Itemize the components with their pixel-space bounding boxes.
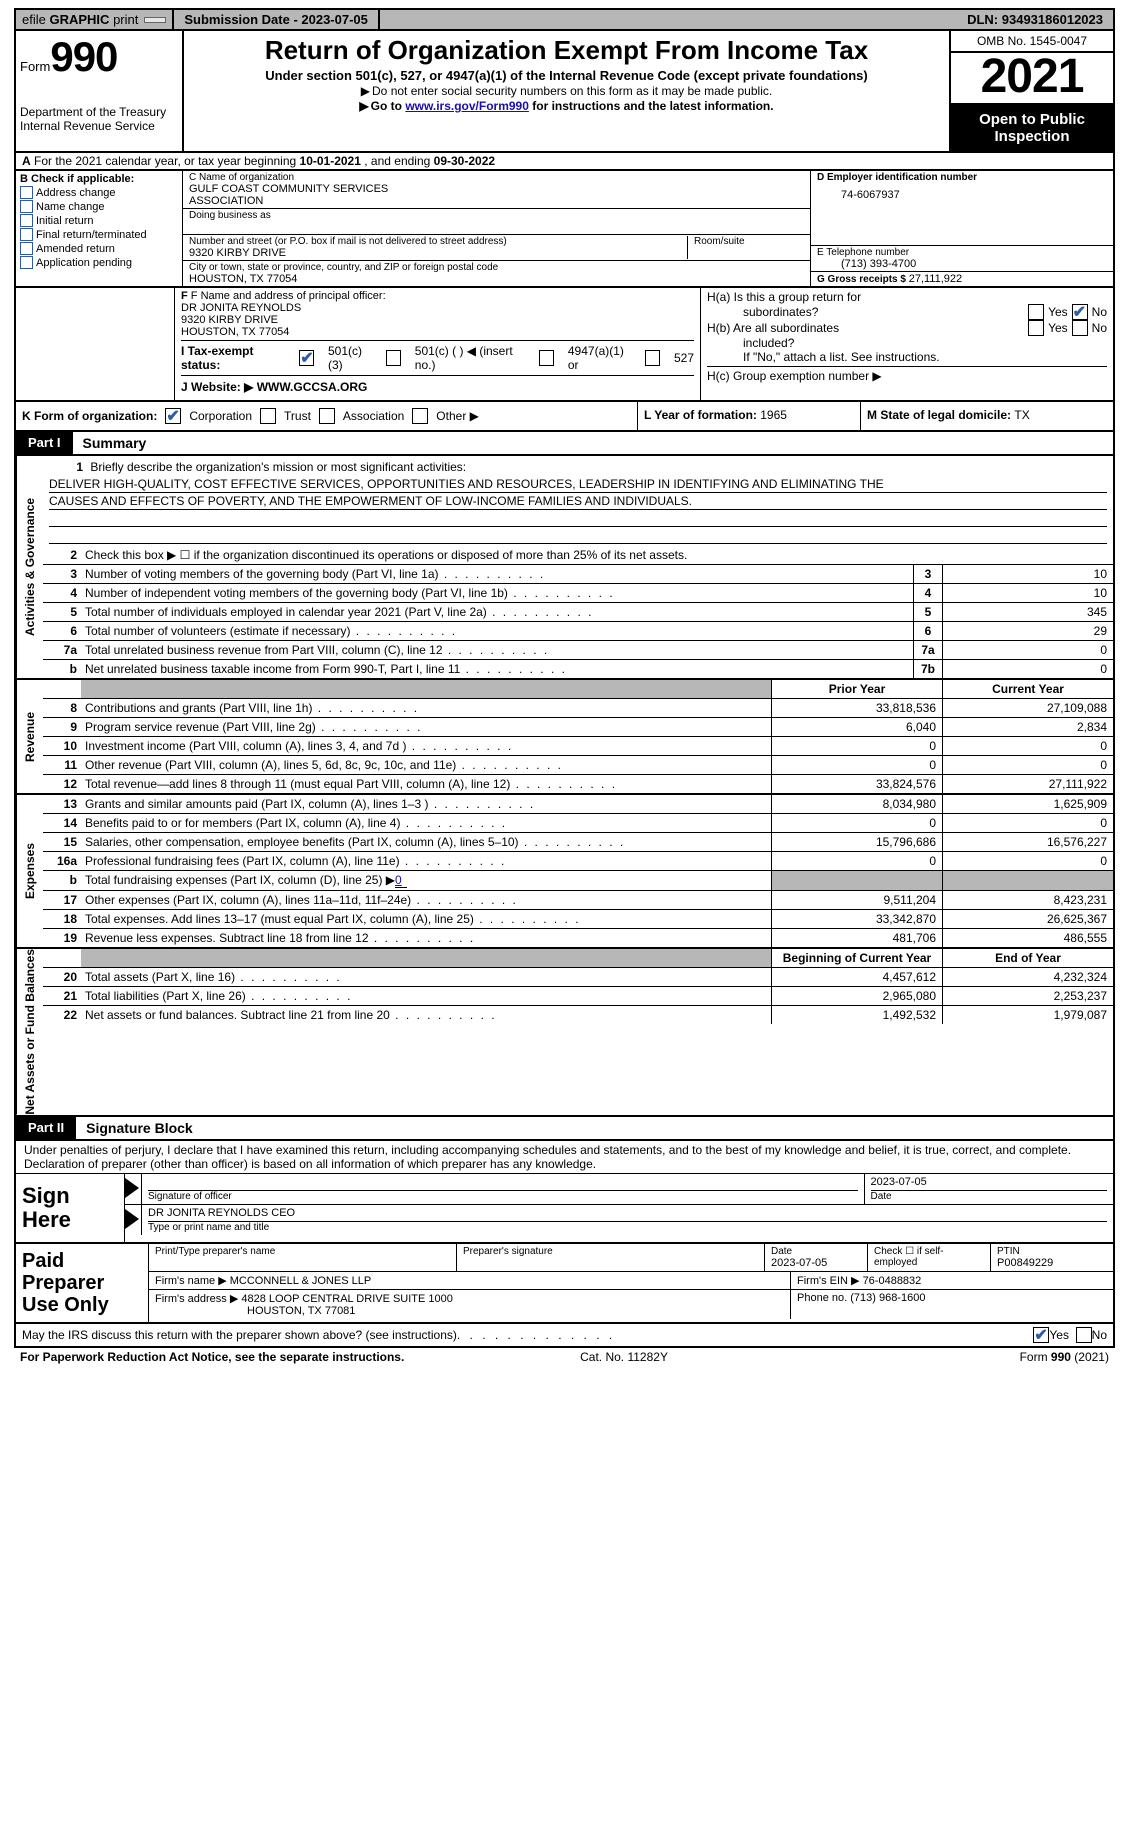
summary-row: 17 Other expenses (Part IX, column (A), … — [43, 891, 1113, 910]
section-f: F F Name and address of principal office… — [175, 288, 701, 400]
summary-row: 6 Total number of volunteers (estimate i… — [43, 622, 1113, 641]
section-c: C Name of organization GULF COAST COMMUN… — [183, 171, 810, 286]
efile-label: efile GRAPHIC print — [16, 10, 144, 29]
sig-arrow-icon — [125, 1174, 141, 1204]
summary-section: Net Assets or Fund Balances Beginning of… — [14, 949, 1115, 1117]
sign-here-label: Sign Here — [16, 1174, 124, 1242]
summary-row: 12 Total revenue—add lines 8 through 11 … — [43, 775, 1113, 793]
chk-final-return[interactable] — [20, 228, 33, 241]
chk-name-change[interactable] — [20, 200, 33, 213]
section-d: D Employer identification number 74-6067… — [810, 171, 1113, 286]
tax-exempt-label: I Tax-exempt status: — [181, 344, 285, 372]
discuss-yes[interactable] — [1033, 1327, 1049, 1343]
section-b: B Check if applicable: Address change Na… — [16, 171, 183, 286]
page-footer: For Paperwork Reduction Act Notice, see … — [14, 1348, 1115, 1366]
penalties-text: Under penalties of perjury, I declare th… — [16, 1141, 1113, 1173]
summary-row: 20 Total assets (Part X, line 16) 4,457,… — [43, 968, 1113, 987]
block-bcd: B Check if applicable: Address change Na… — [14, 171, 1115, 288]
signature-block: Under penalties of perjury, I declare th… — [14, 1141, 1115, 1324]
form-note-ssn: ▶Do not enter social security numbers on… — [190, 84, 943, 98]
block-fh: F F Name and address of principal office… — [14, 288, 1115, 402]
summary-row: 18 Total expenses. Add lines 13–17 (must… — [43, 910, 1113, 929]
irs-link[interactable]: www.irs.gov/Form990 — [405, 99, 529, 113]
chk-amended[interactable] — [20, 242, 33, 255]
col-current: Current Year — [942, 680, 1113, 698]
chk-501c[interactable] — [386, 350, 401, 366]
submission-date: Submission Date - 2023-07-05 — [172, 10, 380, 29]
summary-row: 3 Number of voting members of the govern… — [43, 565, 1113, 584]
summary-section: Expenses13 Grants and similar amounts pa… — [14, 795, 1115, 949]
summary-row: b Total fundraising expenses (Part IX, c… — [43, 871, 1113, 891]
form-title: Return of Organization Exempt From Incom… — [190, 35, 943, 66]
row-j: J Website: ▶ WWW.GCCSA.ORG — [181, 376, 694, 398]
part1-header: Part I Summary — [14, 432, 1115, 456]
section-vlabel: Activities & Governance — [16, 456, 43, 678]
row-klm: K Form of organization: Corporation Trus… — [14, 402, 1115, 432]
ha-no[interactable] — [1072, 304, 1088, 320]
row-a: A For the 2021 calendar year, or tax yea… — [14, 153, 1115, 171]
section-h: H(a) Is this a group return for subordin… — [701, 288, 1113, 400]
summary-row: 7a Total unrelated business revenue from… — [43, 641, 1113, 660]
summary-section: Revenue Prior Year Current Year8 Contrib… — [14, 680, 1115, 795]
section-vlabel: Expenses — [16, 795, 43, 947]
form-subtitle: Under section 501(c), 527, or 4947(a)(1)… — [190, 68, 943, 83]
top-bar: efile GRAPHIC print Submission Date - 20… — [14, 8, 1115, 31]
sig-arrow-icon — [125, 1205, 141, 1235]
summary-row: 11 Other revenue (Part VIII, column (A),… — [43, 756, 1113, 775]
irs-discuss-row: May the IRS discuss this return with the… — [14, 1324, 1115, 1348]
chk-address-change[interactable] — [20, 186, 33, 199]
form-header: Form990 Department of the Treasury Inter… — [14, 31, 1115, 153]
summary-row: 10 Investment income (Part VIII, column … — [43, 737, 1113, 756]
discuss-no[interactable] — [1076, 1327, 1092, 1343]
ha-yes[interactable] — [1028, 304, 1044, 320]
dept-treasury: Department of the Treasury Internal Reve… — [20, 105, 178, 133]
chk-association[interactable] — [319, 408, 335, 424]
section-vlabel: Net Assets or Fund Balances — [16, 949, 43, 1115]
form-number: Form990 — [20, 33, 178, 81]
chk-other[interactable] — [412, 408, 428, 424]
hb-no[interactable] — [1072, 320, 1088, 336]
print-button[interactable] — [144, 17, 166, 23]
chk-527[interactable] — [645, 350, 660, 366]
tax-year: 2021 — [951, 53, 1113, 105]
summary-row: b Net unrelated business taxable income … — [43, 660, 1113, 678]
chk-4947[interactable] — [539, 350, 554, 366]
section-vlabel: Revenue — [16, 680, 43, 793]
summary-row: 16a Professional fundraising fees (Part … — [43, 852, 1113, 871]
paid-preparer: Paid Preparer Use Only Print/Type prepar… — [16, 1242, 1113, 1322]
summary-row: 9 Program service revenue (Part VIII, li… — [43, 718, 1113, 737]
summary-row: 15 Salaries, other compensation, employe… — [43, 833, 1113, 852]
form-goto: ▶Go to www.irs.gov/Form990 for instructi… — [190, 99, 943, 113]
summary-row: 1 Briefly describe the organization's mi… — [43, 456, 1113, 546]
chk-app-pending[interactable] — [20, 256, 33, 269]
summary-row: 5 Total number of individuals employed i… — [43, 603, 1113, 622]
summary-row: 19 Revenue less expenses. Subtract line … — [43, 929, 1113, 947]
summary-row: 21 Total liabilities (Part X, line 26) 2… — [43, 987, 1113, 1006]
summary-row: 8 Contributions and grants (Part VIII, l… — [43, 699, 1113, 718]
hb-yes[interactable] — [1028, 320, 1044, 336]
part2-header: Part II Signature Block — [14, 1117, 1115, 1141]
summary-section: Activities & Governance1 Briefly describ… — [14, 456, 1115, 680]
summary-row: 13 Grants and similar amounts paid (Part… — [43, 795, 1113, 814]
summary-row: 4 Number of independent voting members o… — [43, 584, 1113, 603]
dln: DLN: 93493186012023 — [957, 10, 1113, 29]
summary-row: 14 Benefits paid to or for members (Part… — [43, 814, 1113, 833]
chk-trust[interactable] — [260, 408, 276, 424]
summary-row: 2Check this box ▶ ☐ if the organization … — [43, 546, 1113, 565]
chk-initial-return[interactable] — [20, 214, 33, 227]
chk-501c3[interactable] — [299, 350, 314, 366]
chk-corporation[interactable] — [165, 408, 181, 424]
col-current: End of Year — [942, 949, 1113, 967]
summary-row: 22 Net assets or fund balances. Subtract… — [43, 1006, 1113, 1024]
col-prior: Prior Year — [771, 680, 942, 698]
col-prior: Beginning of Current Year — [771, 949, 942, 967]
open-to-public: Open to Public Inspection — [951, 105, 1113, 151]
